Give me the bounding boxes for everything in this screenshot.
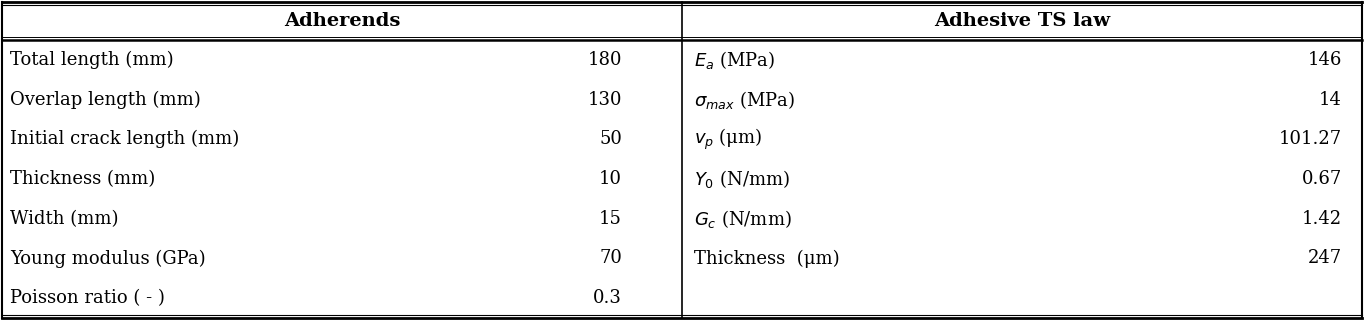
Text: 101.27: 101.27 xyxy=(1279,130,1342,148)
Text: Width (mm): Width (mm) xyxy=(10,210,119,228)
Text: 146: 146 xyxy=(1308,51,1342,69)
Text: Adhesive TS law: Adhesive TS law xyxy=(934,12,1110,30)
Text: 1.42: 1.42 xyxy=(1301,210,1342,228)
Text: Thickness (mm): Thickness (mm) xyxy=(10,170,155,188)
Text: 247: 247 xyxy=(1308,249,1342,268)
Text: 10: 10 xyxy=(599,170,622,188)
Text: Adherends: Adherends xyxy=(284,12,400,30)
Text: 130: 130 xyxy=(588,91,622,108)
Text: Thickness  (μm): Thickness (μm) xyxy=(694,249,840,268)
Text: Initial crack length (mm): Initial crack length (mm) xyxy=(10,130,239,148)
Text: $Y_0$ (N/mm): $Y_0$ (N/mm) xyxy=(694,168,790,190)
Text: 0.3: 0.3 xyxy=(593,289,622,307)
Text: 14: 14 xyxy=(1319,91,1342,108)
Text: Young modulus (GPa): Young modulus (GPa) xyxy=(10,249,206,268)
Text: $G_c$ (N/mm): $G_c$ (N/mm) xyxy=(694,208,791,230)
Text: Poisson ratio ( - ): Poisson ratio ( - ) xyxy=(10,289,165,307)
Text: 70: 70 xyxy=(599,249,622,268)
Text: Overlap length (mm): Overlap length (mm) xyxy=(10,91,201,109)
Text: $E_a$ (MPa): $E_a$ (MPa) xyxy=(694,49,775,71)
Text: Total length (mm): Total length (mm) xyxy=(10,51,173,69)
Text: 180: 180 xyxy=(588,51,622,69)
Text: 50: 50 xyxy=(599,130,622,148)
Text: $\sigma_{max}$ (MPa): $\sigma_{max}$ (MPa) xyxy=(694,89,795,111)
Text: $v_p$ (μm): $v_p$ (μm) xyxy=(694,127,762,152)
Text: 15: 15 xyxy=(599,210,622,228)
Text: 0.67: 0.67 xyxy=(1301,170,1342,188)
